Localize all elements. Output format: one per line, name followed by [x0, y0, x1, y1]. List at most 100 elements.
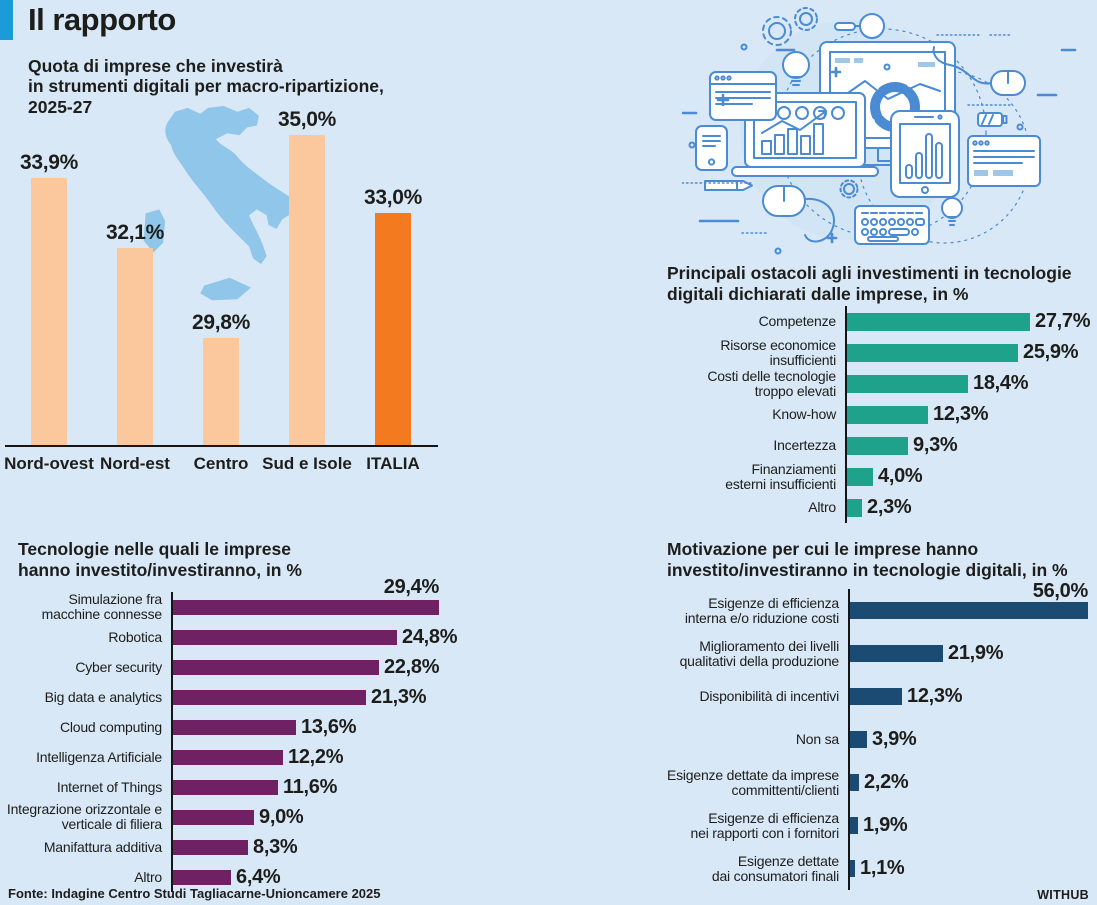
chart-row: Incertezza 9,3% — [660, 430, 1097, 461]
magnifier-icon — [834, 13, 885, 39]
bar-value-label: 4,0% — [878, 465, 923, 487]
bar — [173, 779, 278, 795]
bar-area: 4,0% — [845, 461, 1097, 492]
bar-value-label: 21,3% — [371, 685, 427, 708]
bar — [850, 731, 867, 748]
italy-mainland-shape — [165, 105, 306, 265]
bar — [173, 689, 366, 705]
dot — [774, 247, 782, 255]
chart-row: Non sa 3,9% — [660, 718, 1097, 761]
bar-area: 21,9% — [848, 632, 1097, 675]
chart-row: Esigenze dettate da imprese committenti/… — [660, 761, 1097, 804]
title-accent-bar — [0, 0, 13, 40]
bar-category-label: Intelligenza Artificiale — [36, 748, 162, 765]
bar-area: 1,9% — [848, 804, 1097, 847]
bar-value-label: 9,0% — [259, 805, 304, 828]
chart-row: Cyber security 22,8% — [0, 652, 476, 682]
chart-row: Robotica 24,8% — [0, 622, 476, 652]
bar-category-label: Esigenze di efficienza interna e/o riduz… — [684, 594, 839, 626]
chart-row: Big data e analytics 21,3% — [0, 682, 476, 712]
column-value-label: 35,0% — [277, 108, 337, 131]
chart-row: Risorse economice insufficienti 25,9% — [660, 337, 1097, 368]
dot — [883, 63, 891, 71]
gears-icon — [762, 7, 818, 46]
chart-row: Esigenze dettate dai consumatori finali 1… — [660, 847, 1097, 890]
bar-area: 21,3% — [171, 682, 476, 712]
column-category-label: ITALIA — [366, 454, 420, 473]
sardinia-shape — [143, 209, 166, 253]
bar — [850, 645, 943, 662]
bar — [847, 312, 1030, 331]
bar-category-label: Incertezza — [773, 437, 836, 453]
gear-icon — [839, 179, 859, 199]
bar-category-label: Competenze — [758, 313, 837, 329]
bar-value-label: 2,2% — [864, 771, 909, 793]
macro-chart-title: Quota di imprese che investirà in strume… — [28, 56, 384, 117]
bar-value-label: 1,9% — [863, 814, 908, 836]
bar-category-label: Costi delle tecnologie troppo elevati — [707, 367, 836, 399]
chart-row: Miglioramento dei livelli qualitativi de… — [660, 632, 1097, 675]
bar-value-label: 56,0% — [1032, 579, 1089, 602]
bar-category-label: Robotica — [108, 628, 162, 645]
chart-row: Simulazione fra macchine connesse 29,4% — [0, 576, 476, 622]
column-value-label: 32,1% — [105, 221, 165, 244]
column-bar — [117, 248, 153, 447]
column-value-label: 33,9% — [19, 151, 79, 174]
bar-value-label: 1,1% — [860, 857, 905, 879]
bar — [850, 774, 859, 791]
bar-area: 1,1% — [848, 847, 1097, 890]
bar-value-label: 21,9% — [948, 642, 1004, 664]
bar-value-label: 6,4% — [236, 865, 281, 888]
bar-value-label: 18,4% — [973, 372, 1029, 394]
chart-row: Esigenze di efficienza nei rapporti con … — [660, 804, 1097, 847]
bar-category-label: Know-how — [772, 406, 836, 422]
italy-map — [143, 105, 306, 301]
bar — [173, 839, 248, 855]
bar-value-label: 22,8% — [384, 655, 440, 678]
bar-value-label: 12,3% — [933, 403, 989, 425]
page-title: Il rapporto — [28, 2, 176, 37]
bar-value-label: 13,6% — [301, 715, 357, 738]
bar-area: 12,2% — [171, 742, 476, 772]
bar-category-label: Big data e analytics — [44, 688, 163, 705]
bar-value-label: 12,2% — [288, 745, 344, 768]
bar-category-label: Finanziamenti esterni insufficienti — [725, 460, 836, 492]
lightbulb-icon — [782, 51, 810, 86]
bar-area: 25,9% — [845, 337, 1097, 368]
bar-value-label: 27,7% — [1035, 310, 1091, 332]
bar — [847, 374, 968, 393]
source-note: Fonte: Indagine Centro Studi Tagliacarne… — [8, 886, 381, 901]
chart-row: Finanziamenti esterni insufficienti 4,0% — [660, 461, 1097, 492]
column-category-label: Nord-ovest — [4, 454, 94, 473]
bar — [173, 749, 283, 765]
column-category-label: Nord-est — [100, 454, 170, 473]
dot — [688, 141, 696, 149]
chart-row: Altro 6,4% — [0, 862, 476, 892]
bar-area: 2,3% — [845, 492, 1097, 523]
chart-row: Cloud computing 13,6% — [0, 712, 476, 742]
bar-value-label: 8,3% — [253, 835, 298, 858]
withub-logo: WITHUB — [1037, 888, 1089, 902]
bar-value-label: 2,3% — [867, 496, 912, 518]
bar — [173, 629, 397, 645]
tablet-icon — [890, 110, 960, 198]
bar-category-label: Manifattura additiva — [43, 838, 162, 855]
bar-area: 12,3% — [845, 399, 1097, 430]
column-category-label: Centro — [193, 454, 249, 473]
bar-value-label: 9,3% — [913, 434, 958, 456]
bar-category-label: Esigenze di efficienza nei rapporti con … — [690, 809, 840, 841]
ostacoli-chart-title: Principali ostacoli agli investimenti in… — [667, 263, 1072, 304]
keyboard-icon — [854, 205, 930, 245]
battery-icon — [977, 112, 1008, 127]
bar-area: 12,3% — [848, 675, 1097, 718]
bar-category-label: Esigenze dettate da imprese committenti/… — [666, 766, 839, 798]
bar — [173, 599, 439, 615]
bar-area: 27,7% — [845, 306, 1097, 337]
tecnologie-bar-chart: Simulazione fra macchine connesse 29,4% Ro… — [0, 576, 476, 892]
bar — [850, 688, 902, 705]
bar — [173, 809, 254, 825]
chart-row: Competenze 27,7% — [660, 306, 1097, 337]
bar — [173, 869, 231, 885]
column-value-label: 33,0% — [363, 186, 423, 209]
bar-category-label: Cyber security — [75, 658, 162, 675]
